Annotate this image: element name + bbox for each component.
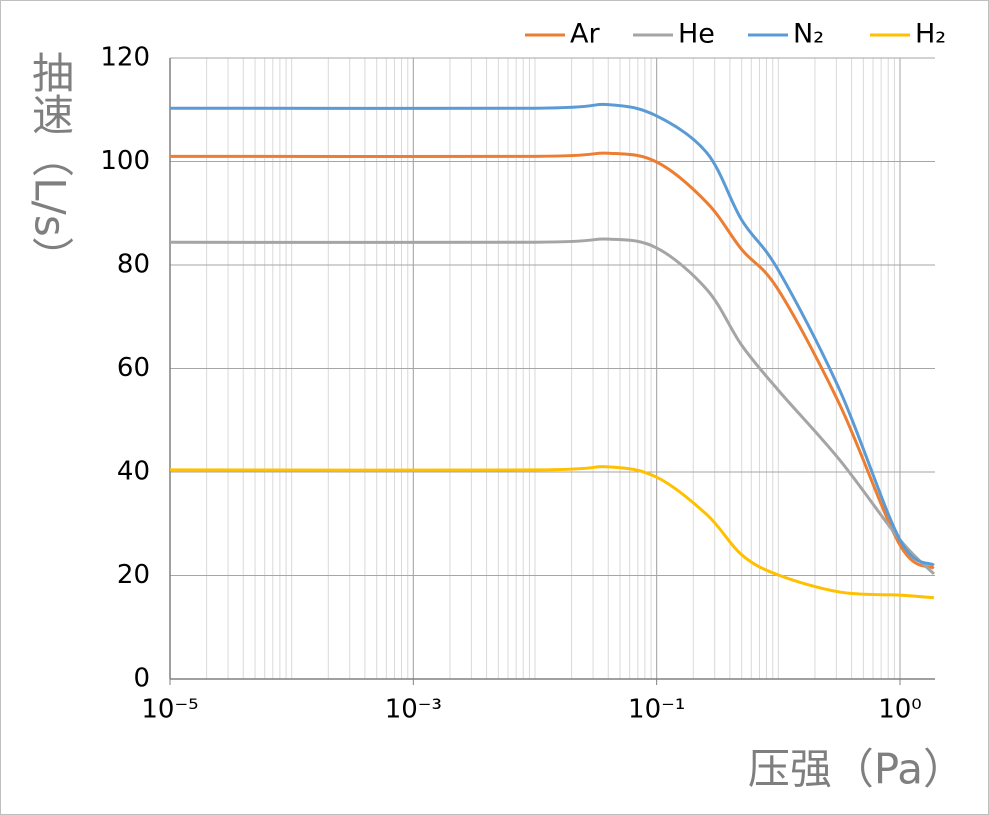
y-tick-label: 0 [133,664,150,694]
series-line [169,151,935,570]
series-line [169,237,935,576]
series-line [169,465,935,600]
y-tick-label: 60 [117,353,150,383]
x-axis-label: 压强（Pa） [748,745,965,794]
y-axis-label: 抽速（L/s） [26,51,75,278]
legend-label: N₂ [793,19,824,50]
x-tick-label: 10⁰ [878,695,922,725]
x-tick-label: 10⁻¹ [628,695,685,725]
y-tick-label: 120 [100,43,150,73]
x-tick-label: 10⁻⁵ [141,695,198,725]
legend-label: Ar [570,19,600,50]
series-line [169,102,935,567]
legend-label: He [678,19,715,50]
y-tick-label: 100 [100,146,150,176]
y-tick-label: 80 [117,250,150,280]
y-tick-label: 40 [117,457,150,487]
legend-label: H₂ [915,19,946,50]
y-tick-label: 20 [117,560,150,590]
x-tick-label: 10⁻³ [385,695,442,725]
